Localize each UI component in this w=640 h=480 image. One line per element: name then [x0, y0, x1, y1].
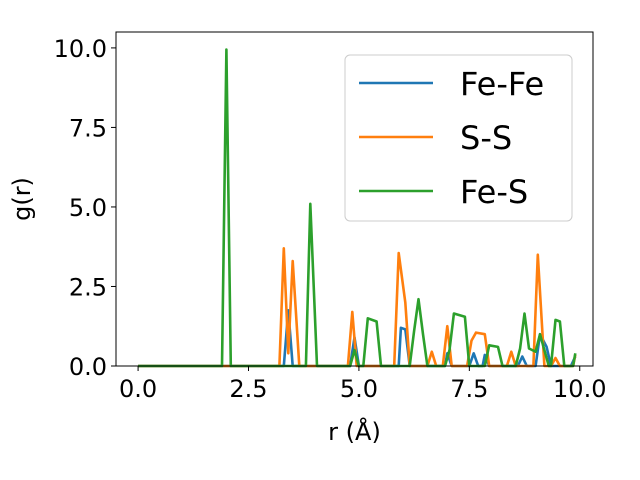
axes-frame — [115, 31, 594, 367]
y-axis-label: g(r) — [8, 177, 36, 221]
legend: Fe-Fe S-S Fe-S — [344, 54, 573, 222]
legend-label-fe-fe: Fe-Fe — [460, 65, 544, 103]
legend-label-s-s: S-S — [460, 119, 512, 157]
y-tick-label: 2.5 — [69, 273, 107, 301]
x-axis-label: r (Å) — [328, 417, 381, 446]
legend-label-fe-s: Fe-S — [460, 173, 528, 211]
x-tick-label: 7.5 — [450, 375, 488, 403]
x-tick-label: 5.0 — [340, 375, 378, 403]
y-tick-label: 10.0 — [54, 35, 107, 63]
y-tick-label: 7.5 — [69, 114, 107, 142]
axes: 0.0 2.5 5.0 7.5 10.0 0.0 2.5 5.0 7.5 10.0 r (Å) g(r… — [8, 31, 606, 446]
legend-box — [344, 54, 573, 222]
x-tick-label: 2.5 — [229, 375, 267, 403]
y-tick-label: 5.0 — [69, 194, 107, 222]
x-tick-label: 0.0 — [119, 375, 157, 403]
x-tick-label: 10.0 — [553, 375, 606, 403]
y-tick-label: 0.0 — [69, 353, 107, 381]
